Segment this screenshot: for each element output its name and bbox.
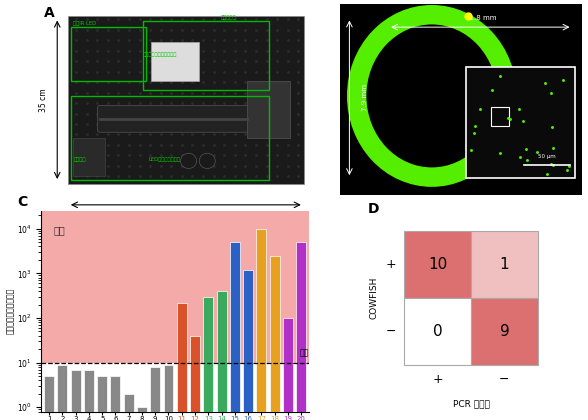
Text: 7.9 mm: 7.9 mm — [362, 84, 368, 111]
Point — [522, 156, 532, 163]
Text: 赤外カメラ: 赤外カメラ — [220, 16, 236, 21]
Bar — [230, 242, 240, 420]
Point — [548, 161, 557, 168]
Bar — [163, 365, 173, 420]
FancyBboxPatch shape — [248, 81, 290, 138]
Bar — [296, 242, 306, 420]
Point — [521, 145, 530, 152]
FancyBboxPatch shape — [466, 67, 575, 178]
Text: D: D — [368, 202, 379, 216]
Bar — [404, 298, 471, 365]
Text: 1: 1 — [500, 257, 509, 272]
Text: +: + — [385, 258, 396, 271]
Text: ステージ: ステージ — [74, 157, 86, 162]
Point — [475, 106, 485, 113]
Point — [558, 77, 567, 84]
Text: C: C — [17, 195, 27, 209]
Bar — [123, 394, 133, 420]
Bar — [270, 256, 279, 420]
Point — [496, 150, 505, 156]
Point — [540, 80, 550, 87]
Bar — [190, 336, 200, 420]
Bar — [44, 376, 54, 420]
Text: 50 μm: 50 μm — [538, 154, 556, 159]
Bar — [41, 211, 309, 362]
Text: −: − — [499, 373, 510, 386]
Point — [470, 123, 480, 129]
FancyBboxPatch shape — [98, 105, 250, 132]
Bar — [71, 370, 81, 420]
Point — [546, 161, 556, 168]
Text: 陽性: 陽性 — [53, 225, 65, 235]
Bar — [471, 231, 538, 298]
Bar — [203, 297, 213, 420]
Text: 10: 10 — [428, 257, 447, 272]
Text: 45 cm: 45 cm — [174, 212, 198, 221]
Ellipse shape — [381, 39, 483, 153]
Bar — [151, 367, 160, 420]
Text: B: B — [342, 6, 353, 20]
Bar — [97, 376, 107, 420]
Text: +: + — [432, 373, 443, 386]
Point — [563, 167, 572, 173]
Point — [469, 129, 479, 136]
Point — [547, 123, 556, 130]
Text: 照明IR LED: 照明IR LED — [74, 21, 96, 26]
Bar — [243, 270, 253, 420]
Point — [533, 148, 542, 155]
Point — [518, 118, 527, 124]
Bar — [58, 365, 68, 420]
Text: 閾値: 閾値 — [300, 349, 309, 357]
Text: LEDコントローラー: LEDコントローラー — [148, 157, 181, 162]
Bar — [471, 298, 538, 365]
Bar — [256, 229, 266, 420]
Text: テレセントリックレンズ: テレセントリックレンズ — [143, 52, 178, 57]
Point — [548, 144, 557, 151]
Point — [505, 116, 514, 123]
FancyBboxPatch shape — [68, 16, 304, 184]
Ellipse shape — [199, 153, 215, 168]
Bar — [84, 370, 94, 420]
Point — [467, 147, 476, 154]
Text: 0: 0 — [433, 324, 442, 339]
Bar — [404, 231, 471, 298]
Point — [547, 90, 556, 97]
Text: 11.8 mm: 11.8 mm — [465, 15, 496, 21]
Bar — [111, 376, 121, 420]
Bar — [137, 407, 147, 420]
FancyBboxPatch shape — [151, 42, 199, 81]
Point — [487, 87, 496, 93]
FancyBboxPatch shape — [74, 138, 105, 176]
Y-axis label: 光っている試験管の数: 光っている試験管の数 — [6, 288, 15, 334]
Text: COWFISH: COWFISH — [369, 277, 379, 319]
Bar — [216, 291, 226, 420]
Text: 9: 9 — [500, 324, 509, 339]
Point — [564, 163, 574, 170]
Point — [542, 170, 552, 177]
Bar — [283, 318, 293, 420]
Point — [515, 154, 524, 161]
Text: A: A — [44, 6, 55, 20]
Point — [503, 115, 513, 122]
Text: 35 cm: 35 cm — [39, 88, 48, 112]
Point — [514, 105, 524, 112]
Text: PCR 検査法: PCR 検査法 — [453, 399, 489, 409]
Bar — [177, 303, 187, 420]
Text: −: − — [386, 325, 396, 338]
Ellipse shape — [181, 153, 196, 168]
Point — [495, 73, 505, 79]
